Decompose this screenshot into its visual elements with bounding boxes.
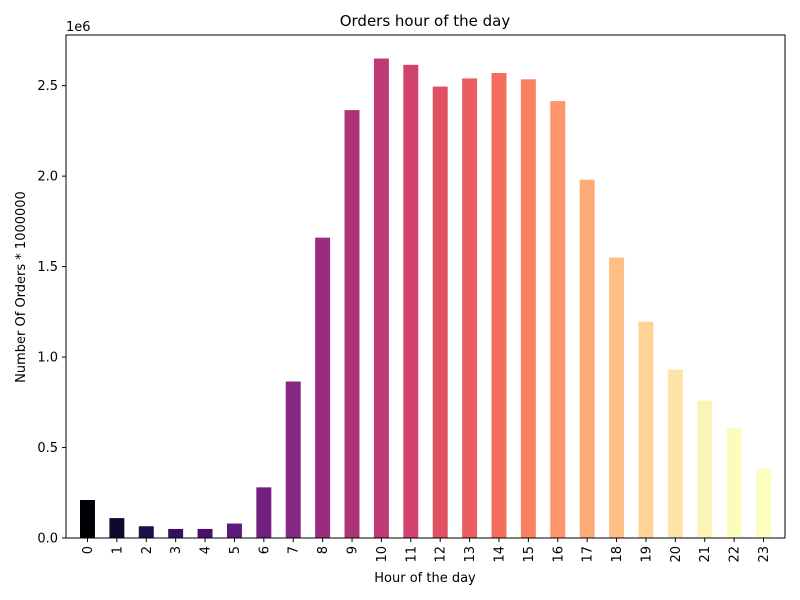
bar-hour-18 xyxy=(609,257,625,538)
bar-hour-3 xyxy=(168,528,184,538)
x-tick-label: 13 xyxy=(463,546,478,563)
x-tick-label: 6 xyxy=(257,546,272,554)
bar-hour-19 xyxy=(638,321,654,538)
y-tick-label: 0.5 xyxy=(37,441,58,456)
x-tick-label: 7 xyxy=(287,546,302,554)
y-axis-label: Number Of Orders * 1000000 xyxy=(14,191,29,383)
x-tick-label: 1 xyxy=(110,546,125,554)
y-tick-label: 0.0 xyxy=(37,532,58,547)
x-tick-label: 20 xyxy=(669,546,684,563)
y-axis-multiplier: 1e6 xyxy=(66,20,91,35)
y-axis-ticks: 0.0 0.5 1.0 1.5 2.0 2.5 xyxy=(37,79,66,547)
x-tick-label: 4 xyxy=(199,546,214,554)
plot-frame xyxy=(65,34,786,539)
bar-hour-22 xyxy=(726,427,742,538)
bar-hour-23 xyxy=(756,468,771,538)
bar-hour-2 xyxy=(138,526,154,538)
x-tick-label: 2 xyxy=(140,546,155,554)
bar-hour-14 xyxy=(491,73,507,538)
x-tick-label: 23 xyxy=(757,546,772,563)
x-tick-label: 3 xyxy=(169,546,184,554)
x-tick-label: 15 xyxy=(522,546,537,563)
x-tick-label: 16 xyxy=(551,546,566,563)
x-tick-label: 11 xyxy=(404,546,419,563)
bars-group xyxy=(80,58,771,539)
bar-hour-8 xyxy=(315,237,331,538)
bar-hour-16 xyxy=(550,101,566,538)
x-tick-label: 21 xyxy=(698,546,713,563)
x-tick-label: 12 xyxy=(434,546,449,563)
x-axis-ticks: 0 1 2 3 4 5 6 7 8 9 10 11 12 13 14 15 16 17 18 19 20 21 22 23 xyxy=(81,538,772,563)
x-tick-label: 5 xyxy=(228,546,243,554)
bar-hour-17 xyxy=(579,179,595,538)
x-tick-label: 19 xyxy=(639,546,654,563)
bar-hour-9 xyxy=(344,110,360,538)
bar-hour-4 xyxy=(197,528,213,538)
bar-hour-15 xyxy=(520,79,536,538)
bar-hour-13 xyxy=(462,78,478,539)
bar-hour-20 xyxy=(667,369,683,538)
bar-hour-7 xyxy=(285,381,301,538)
bar-hour-10 xyxy=(373,58,389,539)
x-tick-label: 9 xyxy=(346,546,361,554)
y-tick-label: 1.5 xyxy=(37,260,58,275)
y-tick-label: 2.0 xyxy=(37,170,58,185)
bar-hour-6 xyxy=(256,487,272,538)
x-tick-label: 10 xyxy=(375,546,390,563)
y-tick-label: 2.5 xyxy=(37,79,58,94)
x-tick-label: 22 xyxy=(728,546,743,563)
x-tick-label: 18 xyxy=(610,546,625,563)
x-tick-label: 17 xyxy=(581,546,596,563)
x-axis-label: Hour of the day xyxy=(374,571,476,586)
x-tick-label: 0 xyxy=(81,546,96,554)
bar-hour-5 xyxy=(226,523,242,538)
bar-hour-1 xyxy=(109,518,125,538)
bar-hour-21 xyxy=(697,400,713,538)
x-tick-label: 14 xyxy=(492,546,507,563)
bar-hour-12 xyxy=(432,86,448,538)
x-tick-label: 8 xyxy=(316,546,331,554)
bar-hour-0 xyxy=(80,500,95,538)
bar-hour-11 xyxy=(403,64,419,538)
chart-title: Orders hour of the day xyxy=(340,12,511,30)
y-tick-label: 1.0 xyxy=(37,351,58,366)
